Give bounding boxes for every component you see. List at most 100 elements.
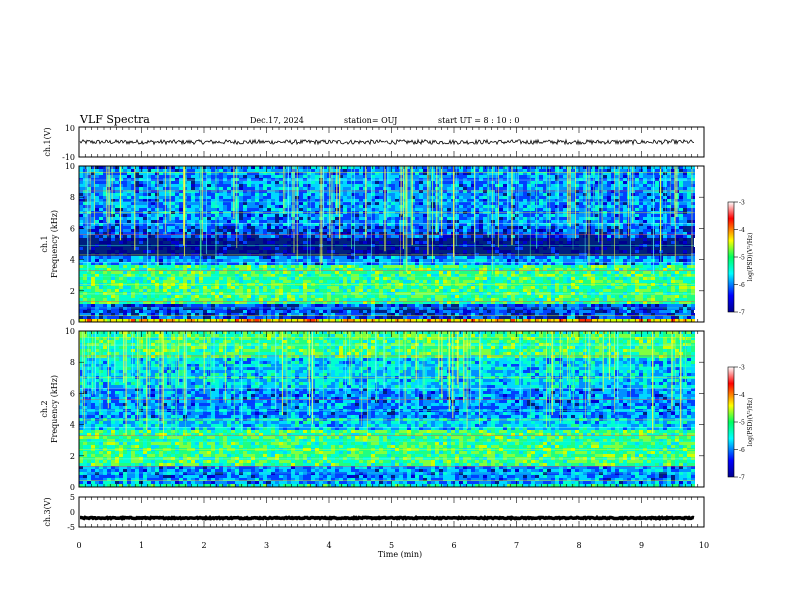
spectrogram-cell: [439, 172, 443, 175]
spectrogram-cell: [307, 247, 311, 250]
spectrogram-cell: [335, 262, 339, 265]
spectrogram-cell: [291, 175, 295, 178]
spectrogram-cell: [355, 184, 359, 187]
spectrogram-cell: [251, 181, 255, 184]
spectrogram-cell: [299, 256, 303, 259]
spectrogram-cell: [399, 184, 403, 187]
spectrogram-cell: [415, 250, 419, 253]
spectrogram-cell: [287, 253, 291, 256]
spectrogram-cell: [111, 223, 115, 226]
spectrogram-cell: [227, 208, 231, 211]
spectrogram-cell: [471, 193, 475, 196]
spectrogram-cell: [175, 253, 179, 256]
spectrogram-cell: [691, 259, 695, 262]
spectrogram-cell: [619, 226, 623, 229]
spectrogram-cell: [323, 223, 327, 226]
spectrogram-cell: [691, 205, 695, 208]
spectrogram-cell: [431, 190, 435, 193]
spectrogram-cell: [427, 235, 431, 238]
spectrogram-cell: [487, 184, 491, 187]
spectrogram-cell: [447, 265, 451, 268]
spectrogram-cell: [379, 262, 383, 265]
spectrogram-cell: [319, 199, 323, 202]
spectrogram-cell: [615, 220, 619, 223]
spectrogram-cell: [87, 217, 91, 220]
spectrogram-cell: [387, 256, 391, 259]
spectrogram-cell: [83, 202, 87, 205]
spectrogram-cell: [455, 181, 459, 184]
spectrogram-cell: [111, 256, 115, 259]
spectrogram-cell: [155, 247, 159, 250]
spectrogram-cell: [191, 205, 195, 208]
spectrogram-cell: [495, 250, 499, 253]
spectrogram-cell: [619, 271, 623, 274]
spectrogram-cell: [487, 262, 491, 265]
spectrogram-cell: [95, 205, 99, 208]
spectrogram-cell: [87, 271, 91, 274]
spectrogram-cell: [643, 184, 647, 187]
spectrogram-cell: [267, 271, 271, 274]
spectrogram-cell: [79, 205, 83, 208]
spectrogram-cell: [127, 274, 131, 277]
spectrogram-cell: [411, 265, 415, 268]
spectrogram-cell: [635, 181, 639, 184]
spectrogram-cell: [423, 190, 427, 193]
spectrogram-cell: [123, 241, 127, 244]
spectrogram-cell: [263, 211, 267, 214]
spectrogram-cell: [227, 256, 231, 259]
spectrogram-cell: [371, 235, 375, 238]
spectrogram-cell: [407, 208, 411, 211]
spectrogram-cell: [687, 223, 691, 226]
spectrogram-cell: [375, 271, 379, 274]
spectrogram-cell: [291, 229, 295, 232]
spectrogram-cell: [411, 262, 415, 265]
spectrogram-cell: [507, 265, 511, 268]
spectrogram-cell: [575, 214, 579, 217]
spectrogram-cell: [519, 226, 523, 229]
spectrogram-cell: [95, 235, 99, 238]
spectrogram-cell: [187, 172, 191, 175]
spectrogram-cell: [671, 259, 675, 262]
spectrogram-cell: [455, 166, 459, 169]
spectrogram-cell: [631, 256, 635, 259]
spectrogram-cell: [323, 178, 327, 181]
spectrogram-cell: [99, 229, 103, 232]
spectrogram-cell: [615, 235, 619, 238]
spectrogram-cell: [211, 265, 215, 268]
spectrogram-cell: [287, 247, 291, 250]
spectrogram-cell: [671, 193, 675, 196]
spectrogram-cell: [511, 253, 515, 256]
spectrogram-cell: [187, 232, 191, 235]
spectrogram-cell: [259, 169, 263, 172]
spectrogram-cell: [339, 232, 343, 235]
spectrogram-cell: [311, 211, 315, 214]
spectrogram-cell: [635, 232, 639, 235]
spectrogram-cell: [483, 202, 487, 205]
spectrogram-cell: [195, 274, 199, 277]
spectrogram-cell: [511, 208, 515, 211]
spectrogram-cell: [211, 166, 215, 169]
spectrogram-cell: [395, 202, 399, 205]
spectrogram-cell: [635, 208, 639, 211]
spectrogram-cell: [119, 256, 123, 259]
spectrogram-cell: [159, 241, 163, 244]
spectrogram-cell: [303, 262, 307, 265]
spectrogram-cell: [599, 271, 603, 274]
spectrogram-cell: [171, 268, 175, 271]
spectrogram-cell: [91, 205, 95, 208]
spectrogram-cell: [179, 259, 183, 262]
spectrogram-cell: [539, 184, 543, 187]
spectrogram-cell: [439, 196, 443, 199]
spectrogram-cell: [691, 229, 695, 232]
spectrogram-cell: [267, 265, 271, 268]
spectrogram-cell: [579, 205, 583, 208]
spectrogram-cell: [99, 166, 103, 169]
spectrogram-cell: [467, 166, 471, 169]
spectrogram-cell: [399, 229, 403, 232]
spectrogram-cell: [555, 250, 559, 253]
spectrogram-cell: [311, 199, 315, 202]
spectrogram-cell: [419, 271, 423, 274]
spectrogram-cell: [343, 271, 347, 274]
spectrogram-cell: [267, 184, 271, 187]
spectrogram-cell: [687, 259, 691, 262]
